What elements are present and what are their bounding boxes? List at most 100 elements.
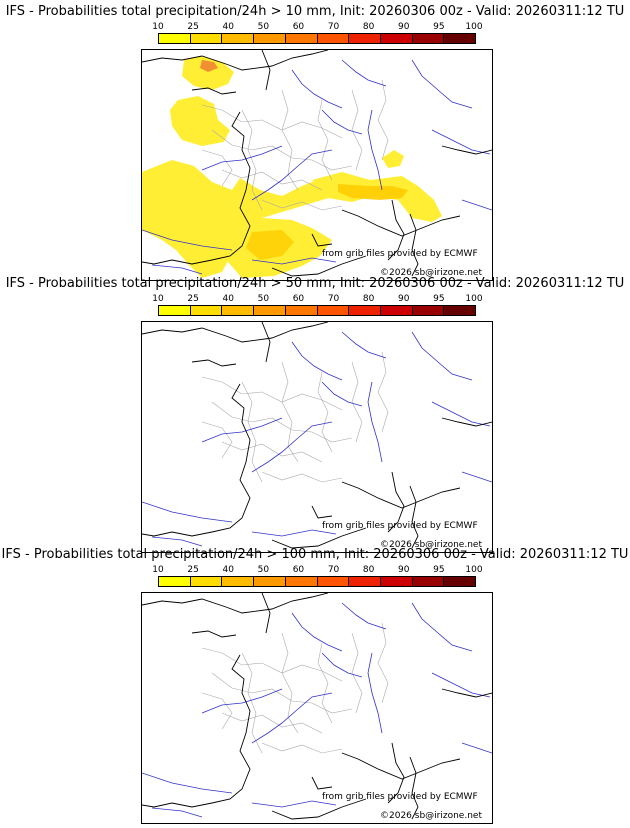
precip-area-northeast	[382, 150, 404, 168]
map-panel-3: IFS - Probabilities total precipitation/…	[0, 547, 630, 824]
colorbar-tick-label: 80	[362, 22, 375, 32]
colorbar-tick-label: 70	[327, 565, 340, 575]
colorbar-tick-label: 40	[222, 565, 234, 575]
colorbar-segment	[379, 577, 412, 586]
colorbar-segment	[348, 34, 380, 43]
panel-title: IFS - Probabilities total precipitation/…	[5, 276, 625, 291]
precip-area-channel	[170, 96, 230, 146]
colorbar-segment	[411, 34, 444, 43]
colorbar-tick-label: 40	[222, 22, 234, 32]
colorbar-tick-label: 50	[257, 294, 270, 304]
colorbar-segment	[379, 306, 412, 315]
colorbar-segment	[253, 34, 285, 43]
colorbar-segment	[253, 306, 285, 315]
colorbar-segment	[189, 577, 222, 586]
precip-area-northwest	[182, 56, 234, 90]
colorbar-segment	[316, 306, 349, 315]
rivers	[142, 602, 492, 818]
colorbar-tick-label: 10	[152, 565, 164, 575]
country-borders	[201, 622, 389, 754]
coastlines	[142, 593, 492, 820]
colorbar-tick-label: 25	[187, 294, 199, 304]
colorbar-segment	[159, 306, 190, 315]
coastlines	[142, 322, 492, 549]
colorbar-segment	[284, 34, 317, 43]
colorbar	[158, 33, 476, 44]
colorbar-tick-label: 90	[398, 565, 410, 575]
colorbar-segment	[411, 306, 444, 315]
colorbar-segment	[379, 34, 412, 43]
colorbar-tick-label: 40	[222, 294, 234, 304]
colorbar-segment	[189, 34, 222, 43]
colorbar-tick-label: 70	[327, 22, 340, 32]
precip-area-northwest-core	[200, 60, 218, 72]
colorbar-tick-label: 100	[465, 22, 483, 32]
colorbar-tick-label: 60	[292, 565, 305, 575]
rivers	[142, 331, 492, 547]
colorbar-segment	[221, 577, 254, 586]
map-svg	[142, 593, 492, 820]
colorbar-tick-label: 50	[257, 565, 270, 575]
colorbar-labels: 10 25 40 50 60 70 80 90 95 100	[140, 565, 520, 575]
colorbar-segment	[284, 577, 317, 586]
map-panel-1: IFS - Probabilities total precipitation/…	[0, 4, 630, 281]
colorbar-tick-label: 95	[433, 294, 445, 304]
colorbar-tick-label: 10	[152, 22, 164, 32]
credit-source: from grib files provided by ECMWF	[322, 249, 478, 259]
colorbar-tick-label: 25	[187, 22, 199, 32]
colorbar-tick-label: 70	[327, 294, 340, 304]
colorbar-tick-label: 95	[433, 565, 445, 575]
map-frame: from grib files provided by ECMWF ©2026 …	[141, 49, 493, 281]
credit-copyright: ©2026 sb@irizone.net	[380, 811, 482, 821]
rivers	[142, 59, 492, 275]
colorbar-segment	[253, 577, 285, 586]
colorbar-tick-label: 90	[398, 294, 410, 304]
colorbar-labels: 10 25 40 50 60 70 80 90 95 100	[140, 22, 520, 32]
credit-copyright: ©2026 sb@irizone.net	[380, 540, 482, 550]
colorbar	[158, 305, 476, 316]
map-panel-2: IFS - Probabilities total precipitation/…	[0, 276, 630, 553]
credit-source: from grib files provided by ECMWF	[322, 792, 478, 802]
colorbar-tick-label: 25	[187, 565, 199, 575]
colorbar-tick-label: 50	[257, 22, 270, 32]
colorbar-tick-label: 60	[292, 294, 305, 304]
precip-area-spain-core	[246, 230, 294, 260]
colorbar-segment	[221, 34, 254, 43]
panel-title: IFS - Probabilities total precipitation/…	[1, 547, 629, 562]
colorbar-segment	[221, 306, 254, 315]
map-svg	[142, 50, 492, 278]
precip-overlay	[142, 56, 442, 278]
credit-source: from grib files provided by ECMWF	[322, 521, 478, 531]
country-borders	[201, 79, 389, 211]
colorbar-tick-label: 60	[292, 22, 305, 32]
map-frame: from grib files provided by ECMWF ©2026 …	[141, 592, 493, 824]
colorbar-tick-label: 100	[465, 565, 483, 575]
colorbar-tick-label: 95	[433, 22, 445, 32]
colorbar-tick-label: 90	[398, 22, 410, 32]
colorbar-segment	[348, 306, 380, 315]
colorbar-labels: 10 25 40 50 60 70 80 90 95 100	[140, 294, 520, 304]
coastlines	[142, 50, 492, 277]
colorbar-tick-label: 80	[362, 294, 375, 304]
colorbar-segment	[411, 577, 444, 586]
precip-area-alps-core	[338, 184, 408, 200]
colorbar-segment	[443, 34, 476, 43]
colorbar-segment	[316, 577, 349, 586]
colorbar-tick-label: 80	[362, 565, 375, 575]
colorbar-segment	[443, 577, 476, 586]
colorbar-segment	[159, 34, 190, 43]
map-svg	[142, 322, 492, 549]
colorbar-segment	[284, 306, 317, 315]
credit-copyright: ©2026 sb@irizone.net	[380, 268, 482, 278]
colorbar-segment	[159, 577, 190, 586]
colorbar-segment	[443, 306, 476, 315]
colorbar-tick-label: 10	[152, 294, 164, 304]
colorbar-segment	[316, 34, 349, 43]
map-frame: from grib files provided by ECMWF ©2026 …	[141, 321, 493, 553]
colorbar-segment	[189, 306, 222, 315]
colorbar-tick-label: 100	[465, 294, 483, 304]
colorbar	[158, 576, 476, 587]
colorbar-segment	[348, 577, 380, 586]
country-borders	[201, 351, 389, 483]
panel-title: IFS - Probabilities total precipitation/…	[5, 4, 625, 19]
